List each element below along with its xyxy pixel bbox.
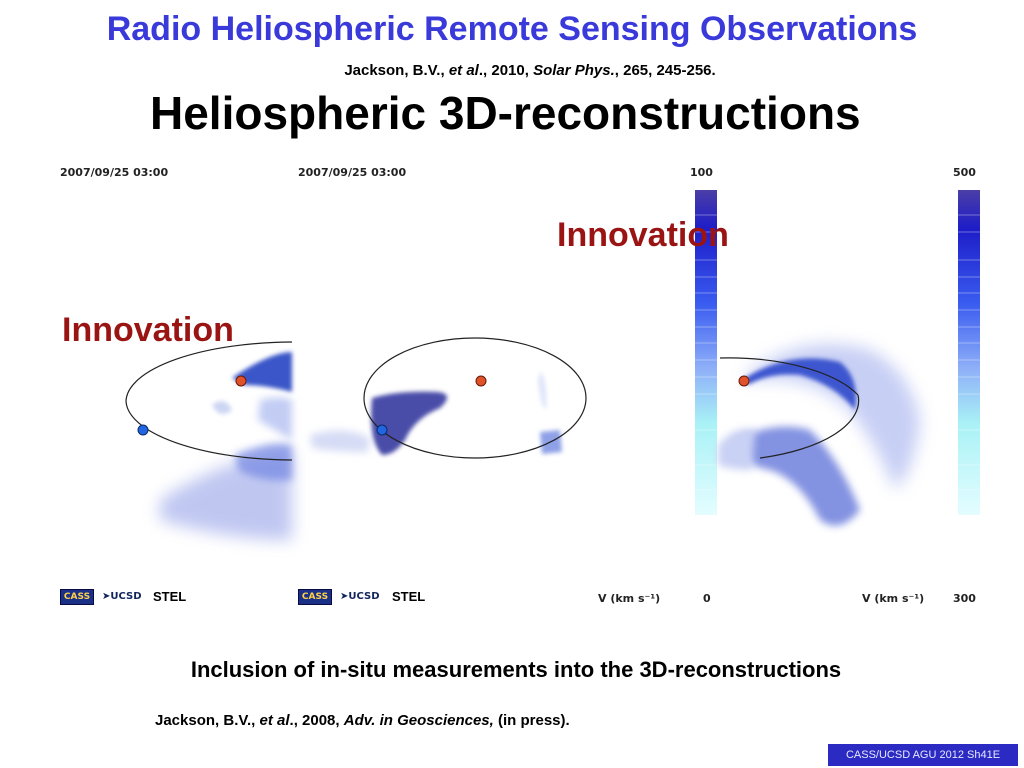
citation-bottom-mid: ., 2008, (289, 712, 344, 729)
units-label-left: V (km s⁻¹) (598, 592, 661, 605)
ucsd-logo-right: ➤UCSD (340, 591, 380, 602)
ucsd-text-right: UCSD (348, 591, 380, 602)
citation-bottom-journal: Adv. in Geosciences, (343, 712, 494, 729)
timestamp-panel-right: 2007/09/25 03:00 (298, 166, 407, 179)
main-title: Radio Heliospheric Remote Sensing Observ… (106, 10, 918, 48)
citation-bottom: Jackson, B.V., et al., 2008, Adv. in Geo… (155, 712, 570, 729)
citation-top-rest: , 265, 245-256. (614, 62, 716, 79)
citation-top: Jackson, B.V., et al., 2010, Solar Phys.… (0, 62, 1024, 79)
panel-2-image (310, 337, 587, 459)
stel-label-left: STEL (153, 589, 187, 604)
bottom-caption: Inclusion of in-situ measurements into t… (190, 657, 842, 682)
citation-top-etal: et al (448, 62, 479, 79)
ucsd-bird-icon: ➤ (340, 591, 349, 602)
panel-3-image (718, 344, 920, 526)
footer-badge: CASS/UCSD AGU 2012 Sh41E (828, 744, 1018, 766)
ucsd-text-left: UCSD (110, 591, 142, 602)
ucsd-logo-left: ➤UCSD (102, 591, 142, 602)
stel-label-right: STEL (392, 589, 426, 604)
colorbar-right (958, 190, 980, 515)
units-label-right: V (km s⁻¹) (862, 592, 925, 605)
citation-top-mid: ., 2010, (478, 62, 534, 79)
innovation-label-left: Innovation (62, 311, 234, 349)
section-title: Heliospheric 3D-reconstructions (150, 87, 861, 139)
timestamp-panel-left: 2007/09/25 03:00 (60, 166, 169, 179)
innovation-label-right: Innovation (557, 216, 729, 254)
cass-logo-left: CASS (60, 589, 94, 605)
colorbar-right-min: 300 (953, 592, 976, 605)
colorbar-left-min: 0 (703, 592, 711, 605)
colorbar-left (695, 190, 717, 515)
cass-logo-right: CASS (298, 589, 332, 605)
colorbar-left-max: 100 (690, 166, 713, 179)
citation-bottom-etal: et al (259, 712, 290, 729)
citation-top-journal: Solar Phys. (533, 62, 615, 79)
citation-bottom-author: Jackson, B.V., (155, 712, 260, 729)
citation-bottom-rest: (in press). (493, 712, 570, 729)
citation-top-author: Jackson, B.V., (344, 62, 449, 79)
panel-1-image (125, 341, 293, 540)
colorbar-right-max: 500 (953, 166, 976, 179)
ucsd-bird-icon: ➤ (102, 591, 111, 602)
